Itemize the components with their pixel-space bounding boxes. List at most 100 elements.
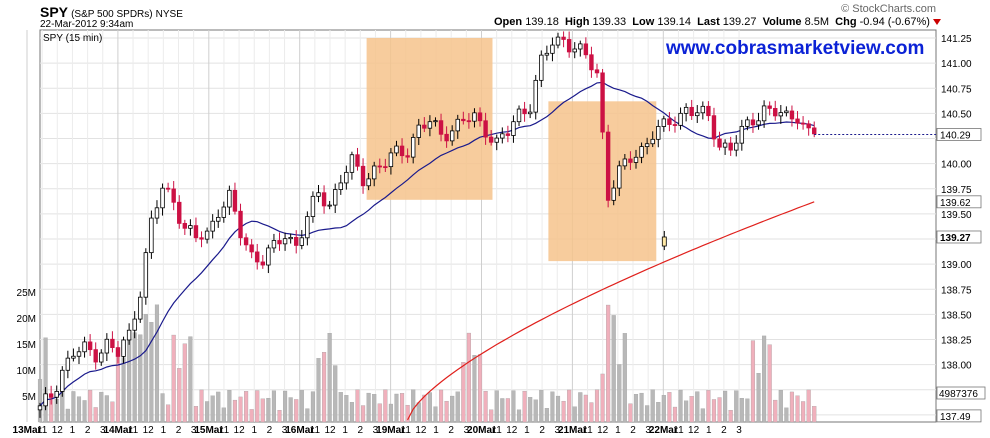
volume-bar [516, 409, 522, 423]
x-tick-label: 2 [358, 425, 364, 436]
x-tick-label: 2 [267, 425, 273, 436]
volume-bar [93, 407, 98, 423]
candle-body [505, 133, 511, 136]
value-tag-box [936, 230, 982, 244]
candle-body [800, 122, 806, 125]
volume-bar [205, 401, 210, 423]
watermark-url: www.cobrasmarketview.com [666, 38, 925, 59]
high-label: High [564, 16, 590, 28]
candle-body [299, 237, 304, 246]
volume-bar [438, 389, 444, 423]
candle-body [695, 112, 700, 117]
candle-body [177, 201, 182, 224]
candle-body [232, 189, 238, 212]
volume-bar [288, 397, 293, 423]
volume-bar [327, 333, 332, 423]
candle-body [355, 154, 360, 167]
short-moving-average-line [39, 81, 815, 407]
volume-bar [711, 399, 717, 423]
volume-bar [76, 396, 82, 423]
open-label: Open [494, 16, 523, 28]
x-tick-label: 11 [491, 425, 502, 436]
x-tick-label: 19Mar [376, 425, 405, 436]
volume-bar [806, 389, 811, 423]
candle-body [661, 118, 667, 127]
candle-body [255, 251, 260, 263]
volume-bar [138, 334, 143, 423]
candle-body [706, 105, 711, 117]
volume-bar [188, 336, 193, 423]
x-tick-label: 12 [597, 425, 609, 436]
company-name: (S&P 500 SPDRs) [71, 9, 153, 20]
candle-body [333, 189, 338, 206]
volume-bar [383, 389, 388, 423]
candle-body [399, 145, 405, 157]
candle-body [494, 137, 499, 143]
price-tick-label: 138.75 [941, 285, 972, 296]
candle-body [271, 240, 277, 249]
volume-bar [461, 362, 466, 423]
volume-bar [628, 403, 633, 423]
volume-bar [533, 399, 538, 423]
candle-body [605, 131, 611, 201]
volume-bar [466, 332, 471, 423]
candle-body [656, 126, 661, 140]
candle-body [750, 119, 756, 126]
quote-summary: Open 139.18 High 139.33 Low 139.14 Last … [494, 16, 941, 28]
volume-bar [450, 395, 455, 423]
candle-body [611, 187, 616, 201]
candle-body [138, 296, 143, 320]
candle-body [182, 222, 188, 229]
candle-body [689, 106, 694, 117]
candle-body [477, 112, 483, 122]
volume-bar [767, 344, 772, 423]
volume-tag: 4987376 [939, 389, 978, 400]
value-tag: 140.29 [940, 130, 971, 141]
volume-bar [427, 392, 432, 423]
candle-body [739, 125, 745, 144]
volume-bar [277, 410, 282, 423]
candle-body [282, 238, 288, 245]
price-tick-label: 141.00 [941, 59, 972, 70]
candle-body [204, 230, 210, 240]
candle-body [572, 48, 577, 53]
volume-bar [578, 392, 583, 423]
candle-body [305, 216, 310, 239]
volume-bar [622, 333, 627, 423]
volume-bar [394, 393, 399, 423]
candle-body [427, 121, 433, 129]
volume-bar [773, 399, 778, 423]
volume-bar [455, 391, 460, 423]
candle-body [371, 165, 377, 180]
candle-body [60, 369, 65, 392]
candle-body [377, 165, 382, 168]
x-tick-label: 2 [630, 425, 636, 436]
volume-bar [528, 397, 533, 423]
volume-bar [706, 390, 711, 423]
symbol: SPY [40, 4, 69, 20]
candle-body [639, 146, 644, 158]
candle-body [433, 120, 438, 123]
candle-body [221, 206, 227, 218]
volume-bar [689, 396, 694, 423]
candle-body [778, 112, 784, 117]
volume-bar [366, 392, 371, 423]
chart-header: SPY (S&P 500 SPDRs) NYSE [40, 4, 183, 20]
volume-bar [249, 409, 254, 423]
candle-body [544, 52, 550, 56]
x-tick-label: 1 [524, 425, 530, 436]
value-tag: 137.49 [940, 412, 971, 423]
x-tick-label: 1 [706, 425, 712, 436]
x-tick-label: 11 [219, 425, 230, 436]
x-tick-label: 3 [554, 425, 560, 436]
value-tag: 139.27 [940, 233, 971, 244]
volume-bar [422, 394, 427, 423]
x-tick-label: 3 [645, 425, 651, 436]
price-tick-label: 139.00 [941, 260, 972, 271]
price-tick-label: 140.00 [941, 160, 972, 171]
volume-bar [216, 391, 221, 423]
candle-body [260, 261, 265, 266]
x-tick-label: 21Mar [558, 425, 587, 436]
candle-body [416, 124, 421, 138]
candle-body [249, 244, 254, 253]
